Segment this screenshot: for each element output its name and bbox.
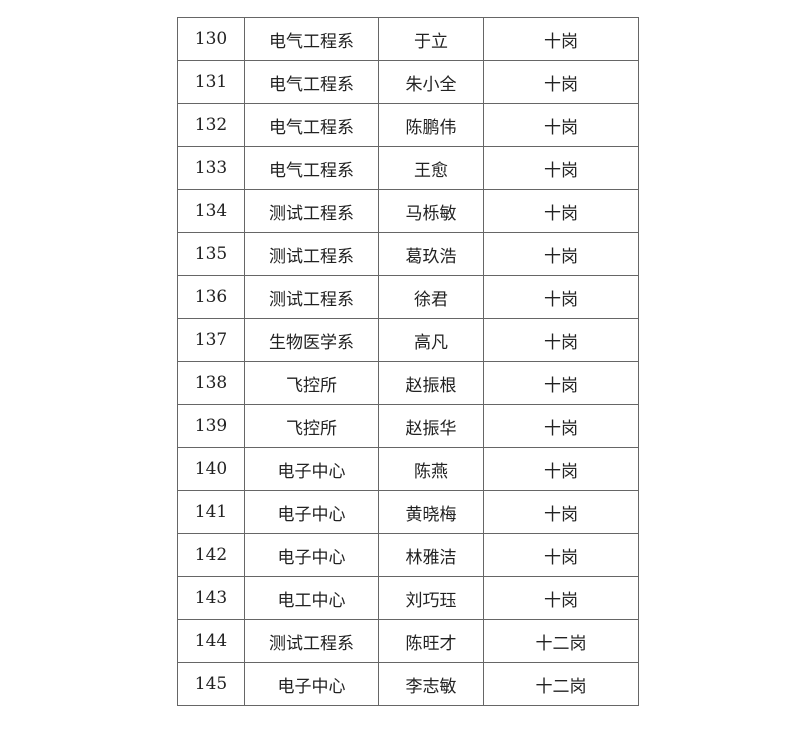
table-row: 140 电子中心 陈燕 十岗 — [177, 447, 639, 491]
cell-number: 145 — [177, 662, 245, 706]
cell-number: 131 — [177, 60, 245, 104]
cell-position: 十岗 — [483, 533, 639, 577]
cell-department: 电气工程系 — [244, 60, 379, 104]
cell-name: 陈鹏伟 — [378, 103, 484, 147]
cell-number: 142 — [177, 533, 245, 577]
table-row: 144 测试工程系 陈旺才 十二岗 — [177, 619, 639, 663]
cell-department: 电子中心 — [244, 447, 379, 491]
cell-name: 赵振根 — [378, 361, 484, 405]
cell-number: 141 — [177, 490, 245, 534]
cell-name: 黄晓梅 — [378, 490, 484, 534]
cell-position: 十岗 — [483, 17, 639, 61]
cell-name: 刘巧珏 — [378, 576, 484, 620]
cell-position: 十岗 — [483, 189, 639, 233]
cell-department: 电气工程系 — [244, 146, 379, 190]
staff-table: 130 电气工程系 于立 十岗 131 电气工程系 朱小全 十岗 132 电气工程系 陈鹏伟 十岗 13… — [177, 17, 639, 706]
table-row: 145 电子中心 李志敏 十二岗 — [177, 662, 639, 706]
cell-number: 144 — [177, 619, 245, 663]
cell-position: 十岗 — [483, 490, 639, 534]
cell-position: 十岗 — [483, 275, 639, 319]
cell-name: 王愈 — [378, 146, 484, 190]
table-row: 143 电工中心 刘巧珏 十岗 — [177, 576, 639, 620]
cell-number: 135 — [177, 232, 245, 276]
table-row: 137 生物医学系 高凡 十岗 — [177, 318, 639, 362]
cell-name: 林雅洁 — [378, 533, 484, 577]
cell-name: 高凡 — [378, 318, 484, 362]
cell-number: 140 — [177, 447, 245, 491]
cell-department: 电气工程系 — [244, 17, 379, 61]
cell-position: 十岗 — [483, 447, 639, 491]
table-row: 130 电气工程系 于立 十岗 — [177, 17, 639, 61]
cell-name: 于立 — [378, 17, 484, 61]
cell-number: 134 — [177, 189, 245, 233]
table-body: 130 电气工程系 于立 十岗 131 电气工程系 朱小全 十岗 132 电气工程系 陈鹏伟 十岗 13… — [177, 17, 639, 706]
table-row: 139 飞控所 赵振华 十岗 — [177, 404, 639, 448]
table-row: 138 飞控所 赵振根 十岗 — [177, 361, 639, 405]
cell-number: 139 — [177, 404, 245, 448]
cell-position: 十二岗 — [483, 662, 639, 706]
table-row: 134 测试工程系 马栎敏 十岗 — [177, 189, 639, 233]
cell-number: 132 — [177, 103, 245, 147]
cell-number: 143 — [177, 576, 245, 620]
cell-number: 130 — [177, 17, 245, 61]
table-row: 131 电气工程系 朱小全 十岗 — [177, 60, 639, 104]
cell-number: 136 — [177, 275, 245, 319]
table-row: 133 电气工程系 王愈 十岗 — [177, 146, 639, 190]
cell-position: 十岗 — [483, 146, 639, 190]
cell-number: 137 — [177, 318, 245, 362]
table-row: 132 电气工程系 陈鹏伟 十岗 — [177, 103, 639, 147]
cell-department: 测试工程系 — [244, 232, 379, 276]
table-row: 135 测试工程系 葛玖浩 十岗 — [177, 232, 639, 276]
cell-department: 电子中心 — [244, 662, 379, 706]
cell-department: 电气工程系 — [244, 103, 379, 147]
cell-department: 测试工程系 — [244, 619, 379, 663]
cell-position: 十岗 — [483, 404, 639, 448]
cell-number: 133 — [177, 146, 245, 190]
cell-name: 陈旺才 — [378, 619, 484, 663]
cell-name: 葛玖浩 — [378, 232, 484, 276]
cell-name: 徐君 — [378, 275, 484, 319]
cell-name: 赵振华 — [378, 404, 484, 448]
cell-position: 十岗 — [483, 232, 639, 276]
cell-department: 电子中心 — [244, 490, 379, 534]
table-row: 136 测试工程系 徐君 十岗 — [177, 275, 639, 319]
cell-position: 十岗 — [483, 60, 639, 104]
cell-name: 朱小全 — [378, 60, 484, 104]
cell-name: 陈燕 — [378, 447, 484, 491]
cell-position: 十二岗 — [483, 619, 639, 663]
cell-number: 138 — [177, 361, 245, 405]
cell-position: 十岗 — [483, 361, 639, 405]
table-row: 142 电子中心 林雅洁 十岗 — [177, 533, 639, 577]
cell-position: 十岗 — [483, 103, 639, 147]
cell-name: 马栎敏 — [378, 189, 484, 233]
cell-department: 电工中心 — [244, 576, 379, 620]
cell-position: 十岗 — [483, 318, 639, 362]
cell-department: 飞控所 — [244, 404, 379, 448]
cell-department: 飞控所 — [244, 361, 379, 405]
cell-department: 生物医学系 — [244, 318, 379, 362]
table-row: 141 电子中心 黄晓梅 十岗 — [177, 490, 639, 534]
cell-department: 电子中心 — [244, 533, 379, 577]
cell-name: 李志敏 — [378, 662, 484, 706]
cell-department: 测试工程系 — [244, 275, 379, 319]
cell-position: 十岗 — [483, 576, 639, 620]
cell-department: 测试工程系 — [244, 189, 379, 233]
